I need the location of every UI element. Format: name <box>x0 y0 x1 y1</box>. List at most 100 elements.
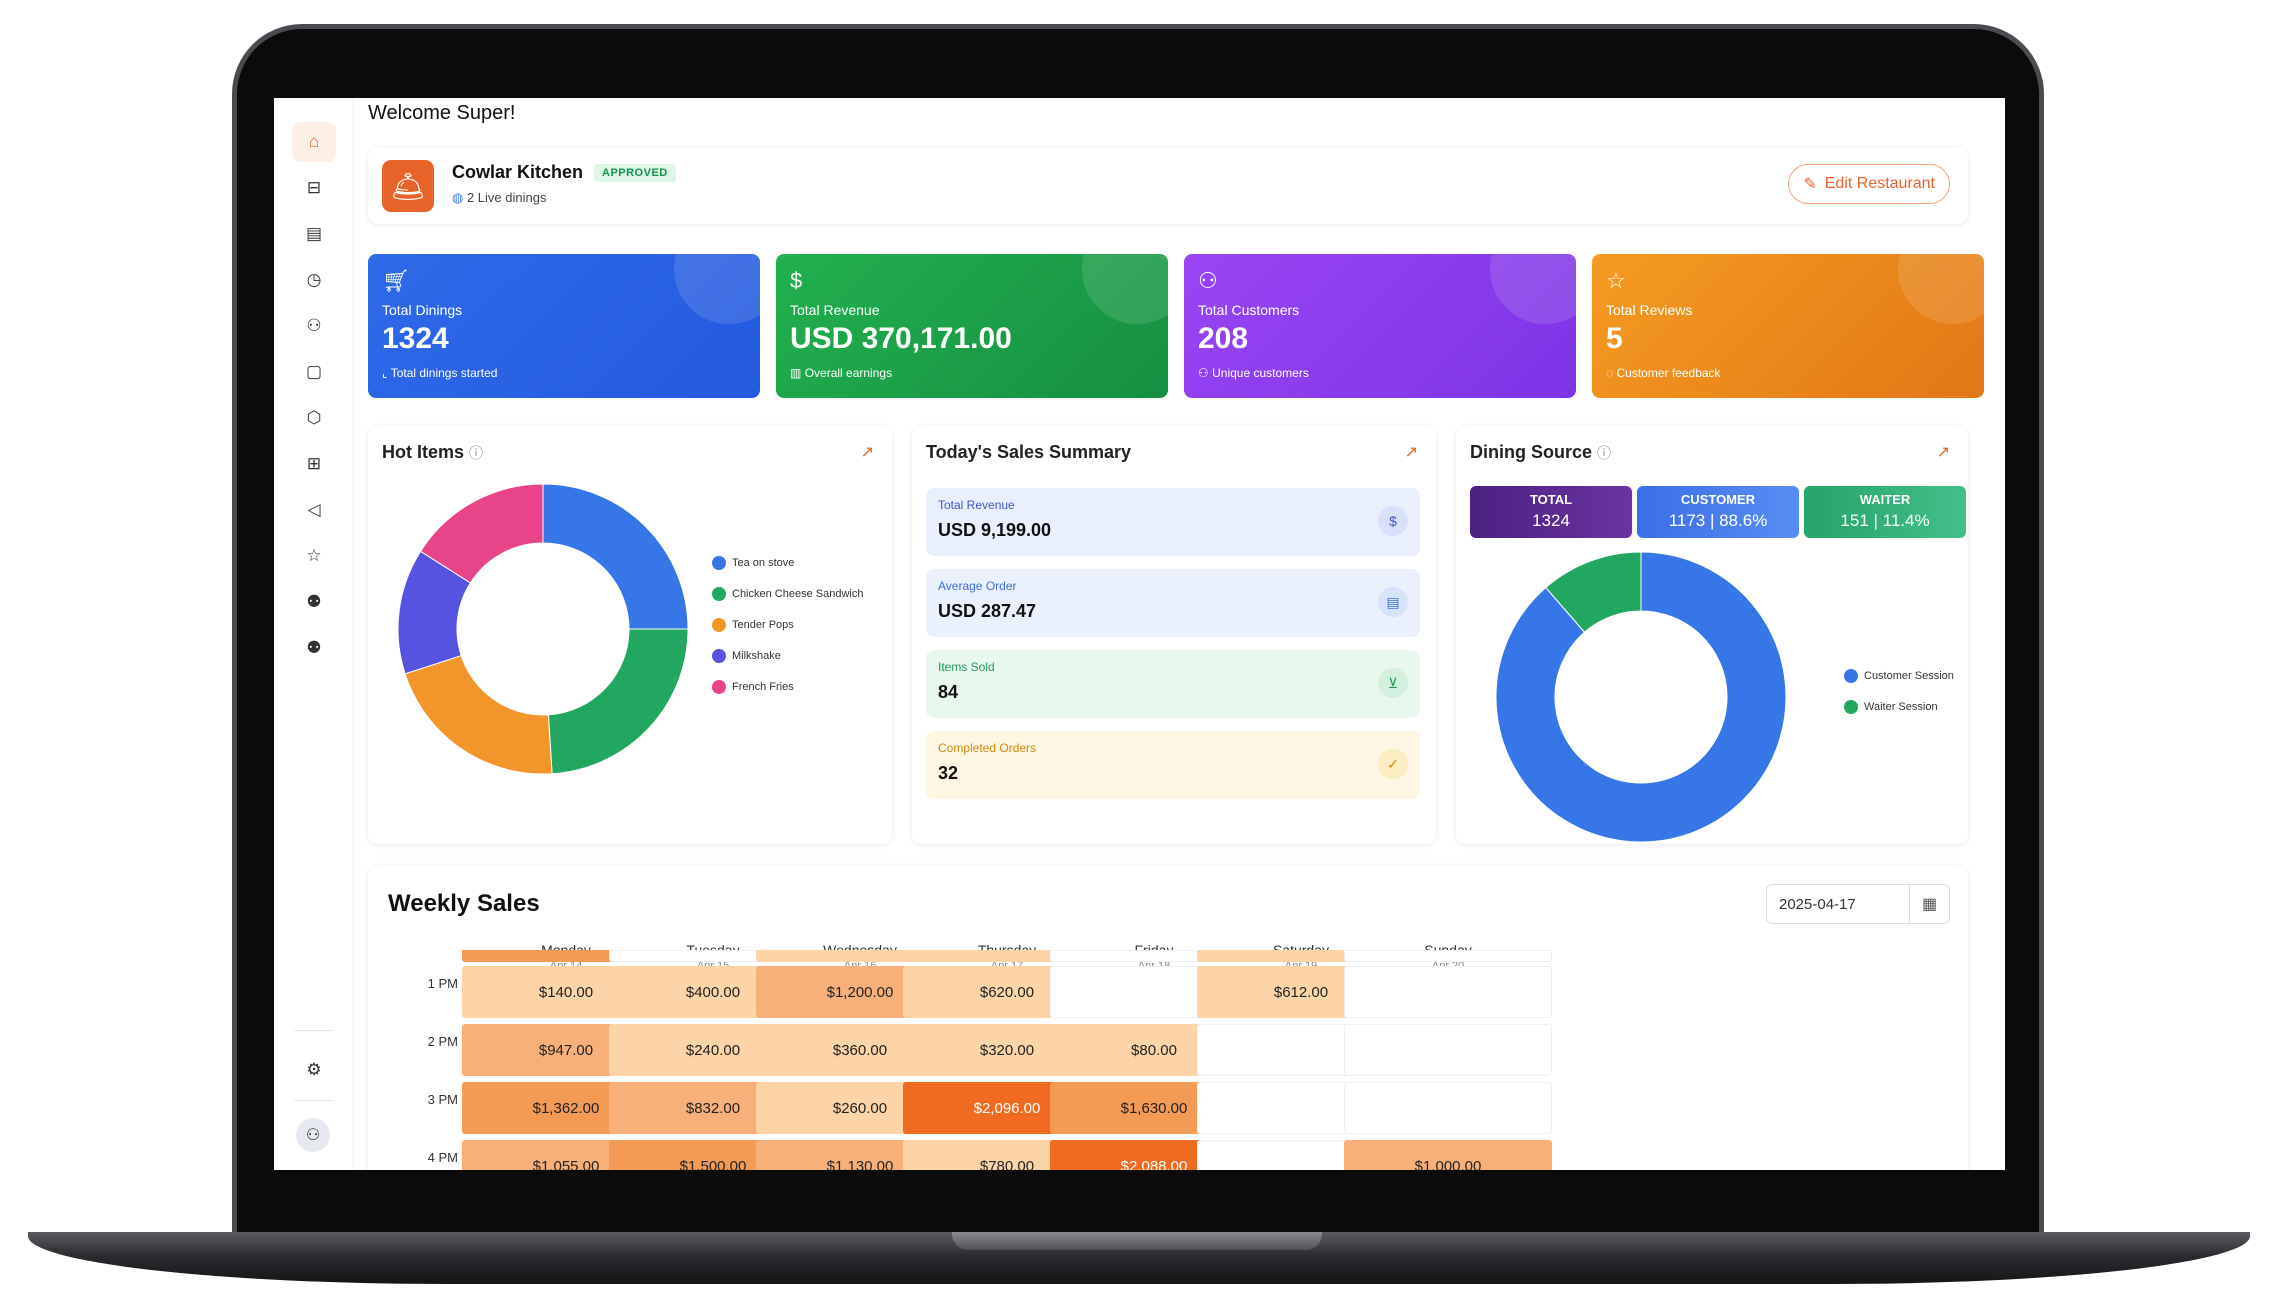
legend-item: French Fries <box>712 680 794 694</box>
legend-item: Customer Session <box>1844 669 1954 683</box>
pill-title: CUSTOMER <box>1680 492 1756 507</box>
star-icon[interactable]: ☆ <box>306 546 322 565</box>
users-icon: ⚇ <box>1198 268 1218 293</box>
chart-icon: ⌞ <box>382 366 388 380</box>
pill-value: 151 | 11.4% <box>1840 511 1930 530</box>
summary-total-revenue: Total Revenue USD 9,199.00 $ <box>926 488 1420 556</box>
timer-icon[interactable]: ◷ <box>306 270 322 289</box>
hot-items-donut <box>398 484 688 774</box>
dining-source-title-text: Dining Source <box>1470 442 1593 462</box>
legend-label: Waiter Session <box>1864 701 1938 713</box>
sales-summary-card: Today's Sales Summary ↗ Total Revenue US… <box>912 426 1436 844</box>
menu-list-icon[interactable]: ▤ <box>305 224 323 243</box>
edit-restaurant-label: Edit Restaurant <box>1824 175 1935 192</box>
team-icon[interactable]: ⚉ <box>306 592 322 611</box>
sales-summary-title: Today's Sales Summary <box>926 442 1132 462</box>
hot-items-title: Hot Items ⓘ <box>382 442 483 463</box>
summary-value: 32 <box>938 763 959 783</box>
stat-card-revenue: $ Total Revenue USD 370,171.00 ▥ Overall… <box>776 254 1168 398</box>
summary-items-sold: Items Sold 84 ⊻ <box>926 650 1420 718</box>
pill-customer: CUSTOMER 1173 | 88.6% <box>1637 486 1799 538</box>
heatmap-cell[interactable] <box>1344 966 1552 1018</box>
legend-dot <box>712 680 726 694</box>
hot-items-title-text: Hot Items <box>382 442 465 462</box>
summary-average-order: Average Order USD 287.47 ▤ <box>926 569 1420 637</box>
comment-icon: ◌ <box>1606 366 1614 380</box>
legend-dot <box>712 618 726 632</box>
stat-label: Total Reviews <box>1606 302 1693 318</box>
user-icon[interactable]: ⚇ <box>306 316 322 335</box>
summary-completed-orders: Completed Orders 32 ✓ <box>926 731 1420 799</box>
summary-label: Completed Orders <box>938 741 1037 755</box>
slice-customer-session[interactable] <box>1496 552 1786 842</box>
heatmap-cell[interactable]: $1,000.00 <box>1344 1140 1552 1170</box>
slice-chicken-cheese-sandwich[interactable] <box>547 628 688 774</box>
slice-tea-on-stove[interactable] <box>542 484 688 630</box>
dining-source-title: Dining Source ⓘ <box>1470 442 1611 463</box>
heatmap-cell[interactable] <box>1344 1082 1552 1134</box>
stat-card-customers: ⚇ Total Customers 208 ⚇ Unique customers <box>1184 254 1576 398</box>
stat-label: Total Customers <box>1198 302 1300 318</box>
legend-label: Milkshake <box>732 650 781 662</box>
edit-restaurant-button[interactable]: ✎ Edit Restaurant <box>1788 164 1950 204</box>
external-link-icon[interactable]: ↗ <box>860 444 874 461</box>
live-dinings-label: 2 Live dinings <box>466 190 547 205</box>
slice-waiter-session[interactable] <box>1545 552 1642 633</box>
hot-items-card: Hot Items ⓘ ↗ Tea on stove Chicken Chees… <box>368 426 892 844</box>
megaphone-icon[interactable]: ◁ <box>307 500 321 519</box>
calendar-icon[interactable]: ▦ <box>1909 885 1949 923</box>
star-icon: ☆ <box>1606 268 1626 293</box>
heatmap-cell[interactable] <box>1344 1024 1552 1076</box>
external-link-icon[interactable]: ↗ <box>1936 444 1950 461</box>
legend-dot <box>712 649 726 663</box>
store-icon[interactable]: ⊟ <box>306 178 322 197</box>
legend-dot <box>1844 669 1858 683</box>
hour-label: 1 PM <box>427 976 458 991</box>
document-icon[interactable]: ▢ <box>305 362 323 381</box>
slice-tender-pops[interactable] <box>404 654 553 774</box>
summary-value: 84 <box>938 682 959 702</box>
legend-label: Tender Pops <box>732 619 794 631</box>
pill-value: 1324 <box>1532 511 1570 530</box>
qr-code-icon[interactable]: ⊞ <box>306 454 322 473</box>
legend-label: Chicken Cheese Sandwich <box>732 588 864 600</box>
date-value[interactable]: 2025-04-17 <box>1779 895 1856 913</box>
stat-value: USD 370,171.00 <box>790 322 1012 355</box>
stat-sub: ▥ Overall earnings <box>790 366 892 380</box>
dining-source-donut <box>1496 552 1786 842</box>
hour-label: 4 PM <box>427 1150 458 1165</box>
date-picker[interactable]: 2025-04-17 ▦ <box>1766 884 1950 924</box>
status-badge: APPROVED <box>594 164 676 182</box>
stat-sub: ⌞ Total dinings started <box>382 366 497 380</box>
external-link-icon[interactable]: ↗ <box>1404 444 1418 461</box>
legend-label: French Fries <box>732 681 794 693</box>
card-decoration <box>1898 254 1984 324</box>
summary-value: USD 287.47 <box>938 601 1037 621</box>
group-icon[interactable]: ⚉ <box>306 638 322 657</box>
info-icon: ⓘ <box>1597 445 1612 461</box>
stat-value: 5 <box>1606 322 1623 355</box>
summary-label: Items Sold <box>938 660 995 674</box>
pencil-icon: ✎ <box>1803 176 1817 193</box>
info-icon: ⓘ <box>469 445 484 461</box>
dollar-icon: $ <box>1378 506 1408 536</box>
box-icon[interactable]: ⬡ <box>306 408 322 427</box>
summary-label: Total Revenue <box>938 498 1015 512</box>
profile-avatar[interactable]: ⚇ <box>296 1118 330 1152</box>
stat-sub-text: Customer feedback <box>1616 366 1721 380</box>
check-circle-icon: ✓ <box>1378 749 1408 779</box>
settings-icon[interactable]: ⚙ <box>306 1060 322 1079</box>
stat-label: Total Dinings <box>382 302 463 318</box>
bar-chart-icon: ▥ <box>790 366 802 380</box>
slice-french-fries[interactable] <box>419 484 544 584</box>
home-icon[interactable]: ⌂ <box>292 122 336 162</box>
pill-title: TOTAL <box>1529 492 1573 507</box>
card-decoration <box>1082 254 1168 324</box>
pill-value: 1173 | 88.6% <box>1668 511 1768 530</box>
legend-label: Customer Session <box>1864 670 1954 682</box>
legend-label: Tea on stove <box>732 557 795 569</box>
receipt-icon: ▤ <box>1378 587 1408 617</box>
dashboard-screen: ⌂ ⊟ ▤ ◷ ⚇ ▢ ⬡ ⊞ ◁ ☆ ⚉ ⚉ ⚙ ⚇ Welcome Supe… <box>274 98 2005 1170</box>
stat-value: 208 <box>1198 322 1249 355</box>
pill-total: TOTAL 1324 <box>1470 486 1632 538</box>
